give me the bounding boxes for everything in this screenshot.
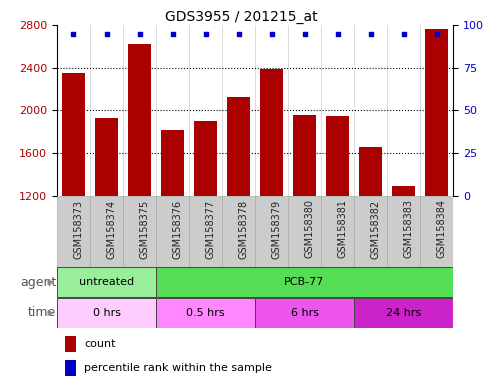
Point xyxy=(268,30,275,36)
Text: 6 hrs: 6 hrs xyxy=(291,308,318,318)
Text: 0 hrs: 0 hrs xyxy=(93,308,120,318)
Text: PCB-77: PCB-77 xyxy=(284,277,325,287)
Bar xyxy=(387,196,420,267)
Point xyxy=(300,30,308,36)
Bar xyxy=(156,268,453,297)
Point xyxy=(102,30,110,36)
Bar xyxy=(189,196,222,267)
Text: GSM158378: GSM158378 xyxy=(239,199,249,258)
Bar xyxy=(65,336,76,352)
Bar xyxy=(156,196,189,267)
Text: GSM158373: GSM158373 xyxy=(73,199,84,258)
Bar xyxy=(222,196,255,267)
Bar xyxy=(62,73,85,196)
Text: 0.5 hrs: 0.5 hrs xyxy=(186,308,225,318)
Bar xyxy=(57,196,90,267)
Text: GSM158382: GSM158382 xyxy=(370,199,381,258)
Text: 24 hrs: 24 hrs xyxy=(386,308,421,318)
Text: GSM158379: GSM158379 xyxy=(271,199,282,258)
Point xyxy=(70,30,77,36)
Bar xyxy=(194,121,217,196)
Bar xyxy=(95,118,118,196)
Bar xyxy=(90,196,123,267)
Bar xyxy=(354,298,453,328)
Point xyxy=(235,30,242,36)
Bar xyxy=(57,298,156,328)
Text: untreated: untreated xyxy=(79,277,134,287)
Bar xyxy=(128,44,151,196)
Bar xyxy=(161,130,184,196)
Bar xyxy=(227,96,250,196)
Text: GSM158384: GSM158384 xyxy=(437,199,447,258)
Bar xyxy=(293,115,316,196)
Bar xyxy=(260,69,283,196)
Point xyxy=(136,30,143,36)
Bar xyxy=(288,196,321,267)
Point xyxy=(399,30,407,36)
Bar xyxy=(57,268,156,297)
Bar xyxy=(255,196,288,267)
Bar xyxy=(65,360,76,376)
Point xyxy=(367,30,374,36)
Point xyxy=(169,30,176,36)
Bar xyxy=(123,196,156,267)
Text: GSM158377: GSM158377 xyxy=(206,199,215,259)
Text: GSM158376: GSM158376 xyxy=(172,199,183,258)
Text: percentile rank within the sample: percentile rank within the sample xyxy=(84,363,272,373)
Point xyxy=(433,30,440,36)
Bar xyxy=(420,196,453,267)
Text: time: time xyxy=(28,306,57,319)
Text: agent: agent xyxy=(20,276,57,289)
Bar xyxy=(321,196,354,267)
Text: count: count xyxy=(84,339,115,349)
Text: GSM158381: GSM158381 xyxy=(338,199,348,258)
Text: GSM158383: GSM158383 xyxy=(403,199,413,258)
Text: GDS3955 / 201215_at: GDS3955 / 201215_at xyxy=(165,10,318,23)
Bar xyxy=(326,116,349,196)
Point xyxy=(334,30,341,36)
Text: GSM158380: GSM158380 xyxy=(304,199,314,258)
Bar xyxy=(354,196,387,267)
Text: GSM158374: GSM158374 xyxy=(106,199,116,258)
Point xyxy=(202,30,210,36)
Bar xyxy=(255,298,354,328)
Bar xyxy=(425,29,448,196)
Bar xyxy=(359,147,382,196)
Bar xyxy=(156,298,255,328)
Bar xyxy=(392,186,415,196)
Text: GSM158375: GSM158375 xyxy=(140,199,150,259)
